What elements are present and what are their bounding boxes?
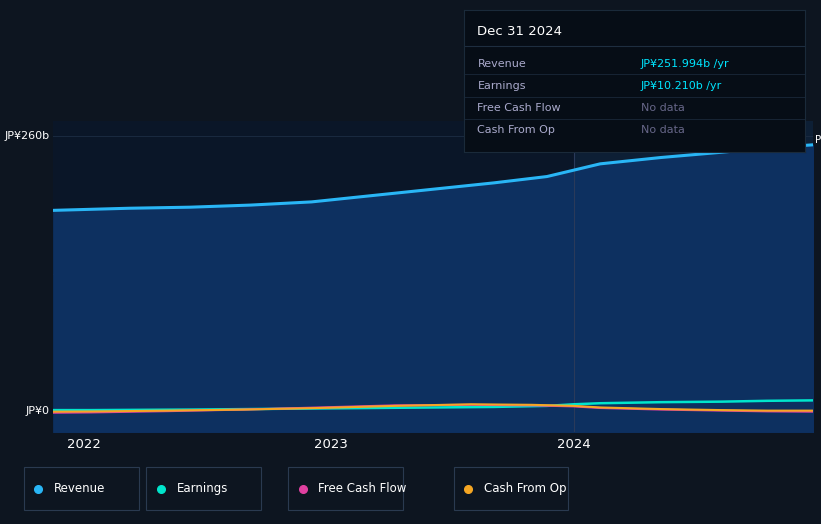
Text: Dec 31 2024: Dec 31 2024 — [478, 25, 562, 38]
Text: No data: No data — [641, 103, 685, 113]
Text: JP¥260b: JP¥260b — [4, 132, 49, 141]
Bar — [574, 121, 813, 432]
Text: Free Cash Flow: Free Cash Flow — [319, 482, 406, 495]
Text: JP¥10.210b /yr: JP¥10.210b /yr — [641, 81, 722, 91]
Text: Past: Past — [815, 135, 821, 145]
Text: Cash From Op: Cash From Op — [478, 125, 555, 135]
Text: Free Cash Flow: Free Cash Flow — [478, 103, 561, 113]
Text: No data: No data — [641, 125, 685, 135]
Text: Earnings: Earnings — [478, 81, 526, 91]
Text: Revenue: Revenue — [54, 482, 106, 495]
Text: JP¥0: JP¥0 — [25, 406, 49, 416]
Text: Cash From Op: Cash From Op — [484, 482, 566, 495]
Text: Revenue: Revenue — [478, 59, 526, 69]
Text: Earnings: Earnings — [177, 482, 227, 495]
Text: JP¥251.994b /yr: JP¥251.994b /yr — [641, 59, 730, 69]
